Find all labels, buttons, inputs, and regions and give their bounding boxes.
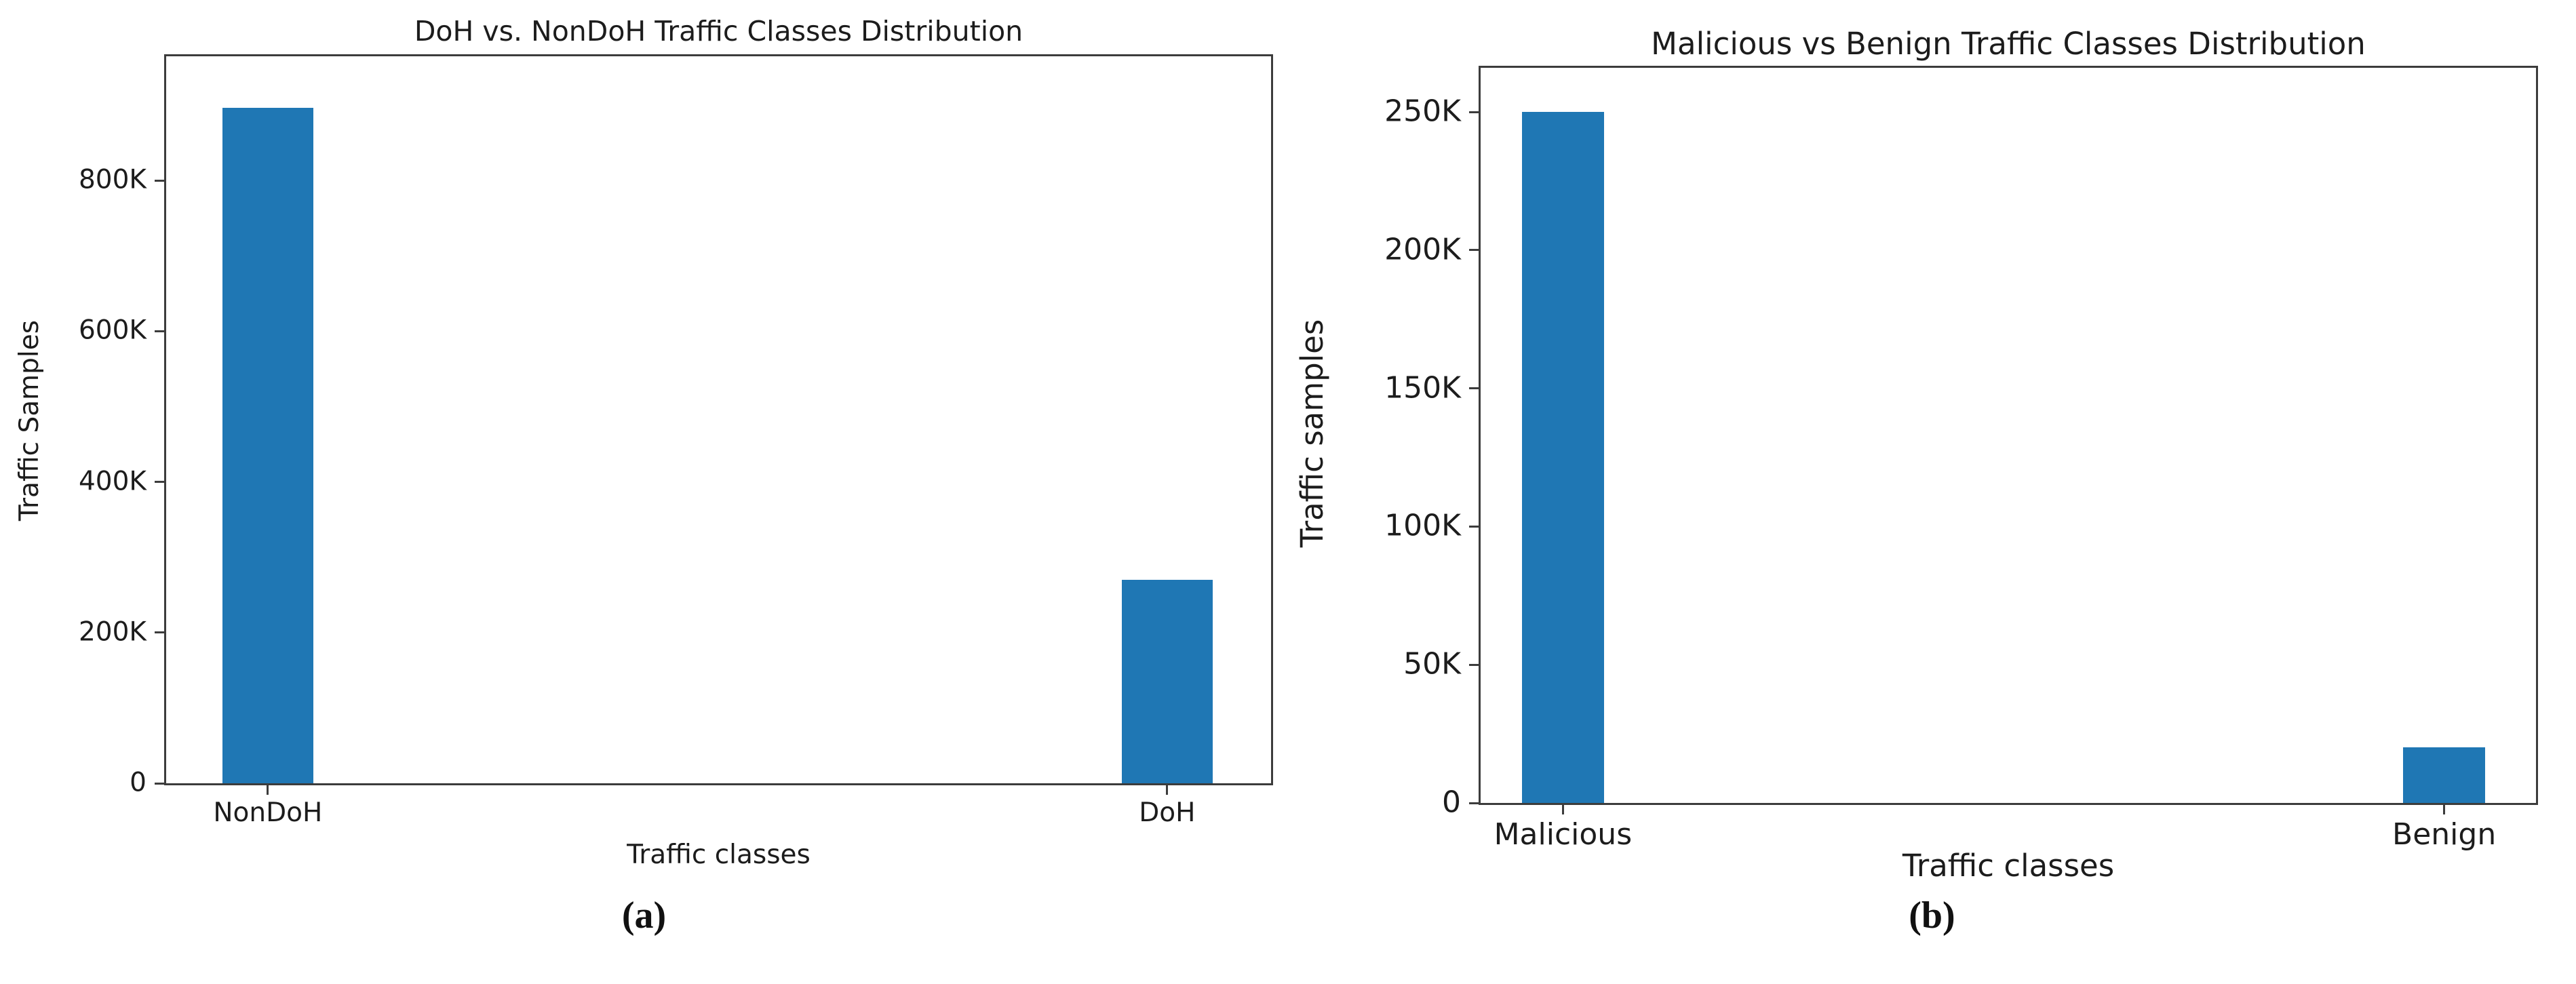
- plot-area-b: [1479, 66, 2538, 805]
- chart-title-a: DoH vs. NonDoH Traffic Classes Distribut…: [414, 15, 1023, 47]
- subfigure-caption-a: (a): [621, 894, 667, 937]
- y-tick-label: 400K: [78, 466, 147, 497]
- x-tick-label-nondoh: NonDoH: [213, 798, 323, 828]
- y-tick-mark: [1469, 802, 1479, 804]
- chart-title-b: Malicious vs Benign Traffic Classes Dist…: [1651, 26, 2366, 62]
- x-tick-label-benign: Benign: [2392, 817, 2497, 852]
- y-tick-label: 50K: [1403, 646, 1461, 682]
- x-axis-label-b: Traffic classes: [1902, 848, 2115, 884]
- y-tick-mark: [155, 782, 164, 785]
- y-tick-label: 0: [130, 767, 147, 798]
- y-tick-mark: [1469, 387, 1479, 390]
- y-tick-mark: [1469, 525, 1479, 528]
- y-tick-label: 200K: [1384, 232, 1461, 267]
- bar-malicious: [1521, 112, 1605, 803]
- bar-nondoh: [222, 107, 313, 783]
- subfigure-caption-b: (b): [1909, 894, 1955, 937]
- x-tick-mark: [267, 785, 269, 795]
- x-tick-mark: [2443, 805, 2446, 814]
- bar-benign: [2402, 747, 2486, 803]
- y-tick-mark: [155, 179, 164, 182]
- plot-area-a: [164, 54, 1273, 785]
- y-axis-label-b: Traffic samples: [1294, 319, 1330, 548]
- y-tick-label: 100K: [1384, 508, 1461, 543]
- y-tick-mark: [155, 631, 164, 634]
- y-tick-mark: [1469, 249, 1479, 252]
- y-tick-label: 250K: [1384, 94, 1461, 129]
- x-tick-mark: [1561, 805, 1564, 814]
- x-tick-label-malicious: Malicious: [1494, 817, 1633, 852]
- x-axis-label-a: Traffic classes: [627, 840, 811, 870]
- y-tick-label: 200K: [78, 616, 147, 648]
- y-tick-label: 600K: [78, 315, 147, 347]
- y-tick-label: 0: [1442, 785, 1461, 820]
- chart-panel-b: Malicious vs Benign Traffic Classes Dist…: [1288, 0, 2576, 984]
- y-tick-label: 800K: [78, 164, 147, 195]
- x-tick-label-doh: DoH: [1139, 798, 1196, 828]
- y-tick-mark: [155, 330, 164, 332]
- y-tick-mark: [1469, 663, 1479, 666]
- y-tick-mark: [155, 481, 164, 484]
- bar-doh: [1122, 580, 1213, 783]
- y-axis-label-a: Traffic Samples: [14, 319, 45, 521]
- y-tick-mark: [1469, 111, 1479, 113]
- y-tick-label: 150K: [1384, 370, 1461, 406]
- x-tick-mark: [1166, 785, 1169, 795]
- chart-panel-a: DoH vs. NonDoH Traffic Classes Distribut…: [14, 15, 1273, 937]
